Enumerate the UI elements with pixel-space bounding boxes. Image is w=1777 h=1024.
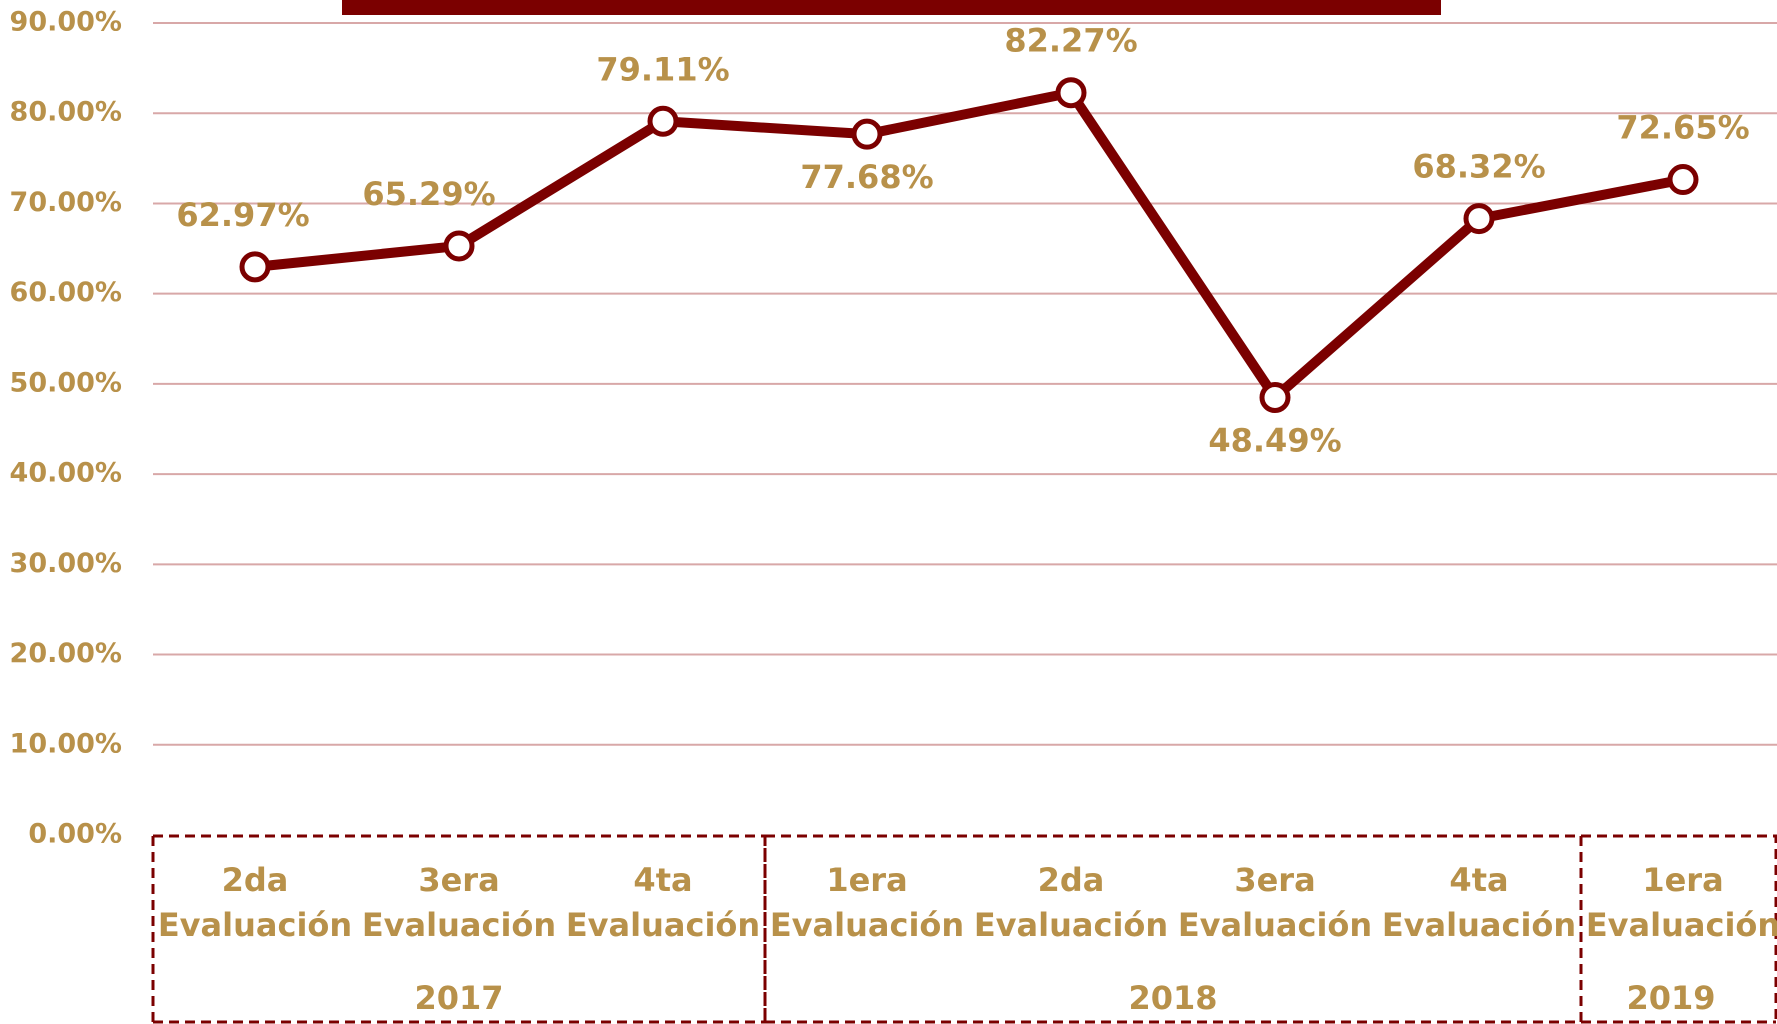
data-label: 77.68%: [800, 158, 933, 196]
point: [1463, 203, 1495, 235]
x-tick-label: 3era: [418, 861, 499, 899]
x-tick-label: 4ta: [633, 861, 692, 899]
point: [443, 230, 475, 262]
group-box: [1579, 834, 1777, 1024]
x-tick-label: Evaluación: [566, 906, 760, 944]
group-label: 2019: [1626, 979, 1715, 1017]
x-tick-label: 2da: [222, 861, 289, 899]
y-tick-label: 60.00%: [10, 277, 122, 308]
data-label: 65.29%: [362, 175, 495, 213]
x-tick-label: 4ta: [1449, 861, 1508, 899]
y-tick-label: 20.00%: [10, 638, 122, 669]
y-tick-label: 80.00%: [10, 97, 122, 128]
data-label: 79.11%: [596, 50, 729, 88]
point: [1259, 382, 1291, 414]
x-tick-label: 1era: [1642, 861, 1723, 899]
point: [1055, 77, 1087, 109]
x-tick-label: Evaluación: [770, 906, 964, 944]
data-label: 72.65%: [1616, 109, 1749, 147]
y-tick-label: 70.00%: [10, 187, 122, 218]
point: [1667, 164, 1699, 196]
data-label: 48.49%: [1208, 422, 1341, 460]
y-tick-label: 10.00%: [10, 728, 122, 759]
data-label: 82.27%: [1004, 22, 1137, 60]
x-tick-label: 3era: [1234, 861, 1315, 899]
data-label: 68.32%: [1412, 148, 1545, 186]
x-tick-label: Evaluación: [1178, 906, 1372, 944]
x-tick-label: Evaluación: [974, 906, 1168, 944]
group-label: 2017: [414, 979, 503, 1017]
y-tick-label: 0.00%: [28, 819, 122, 850]
point: [239, 251, 271, 283]
x-tick-label: Evaluación: [1382, 906, 1576, 944]
x-tick-label: Evaluación: [1586, 906, 1777, 944]
x-tick-label: 1era: [826, 861, 907, 899]
y-tick-label: 50.00%: [10, 367, 122, 398]
line-series: [254, 87, 1684, 403]
x-tick-label: 2da: [1038, 861, 1105, 899]
title-bar: [342, 0, 1441, 15]
point: [851, 118, 883, 150]
y-tick-label: 30.00%: [10, 548, 122, 579]
group-label: 2018: [1128, 979, 1217, 1017]
x-tick-label: Evaluación: [362, 906, 556, 944]
x-tick-label: Evaluación: [158, 906, 352, 944]
y-tick-label: 40.00%: [10, 458, 122, 489]
y-tick-label: 90.00%: [10, 7, 122, 38]
data-label: 62.97%: [176, 196, 309, 234]
point: [647, 105, 679, 137]
